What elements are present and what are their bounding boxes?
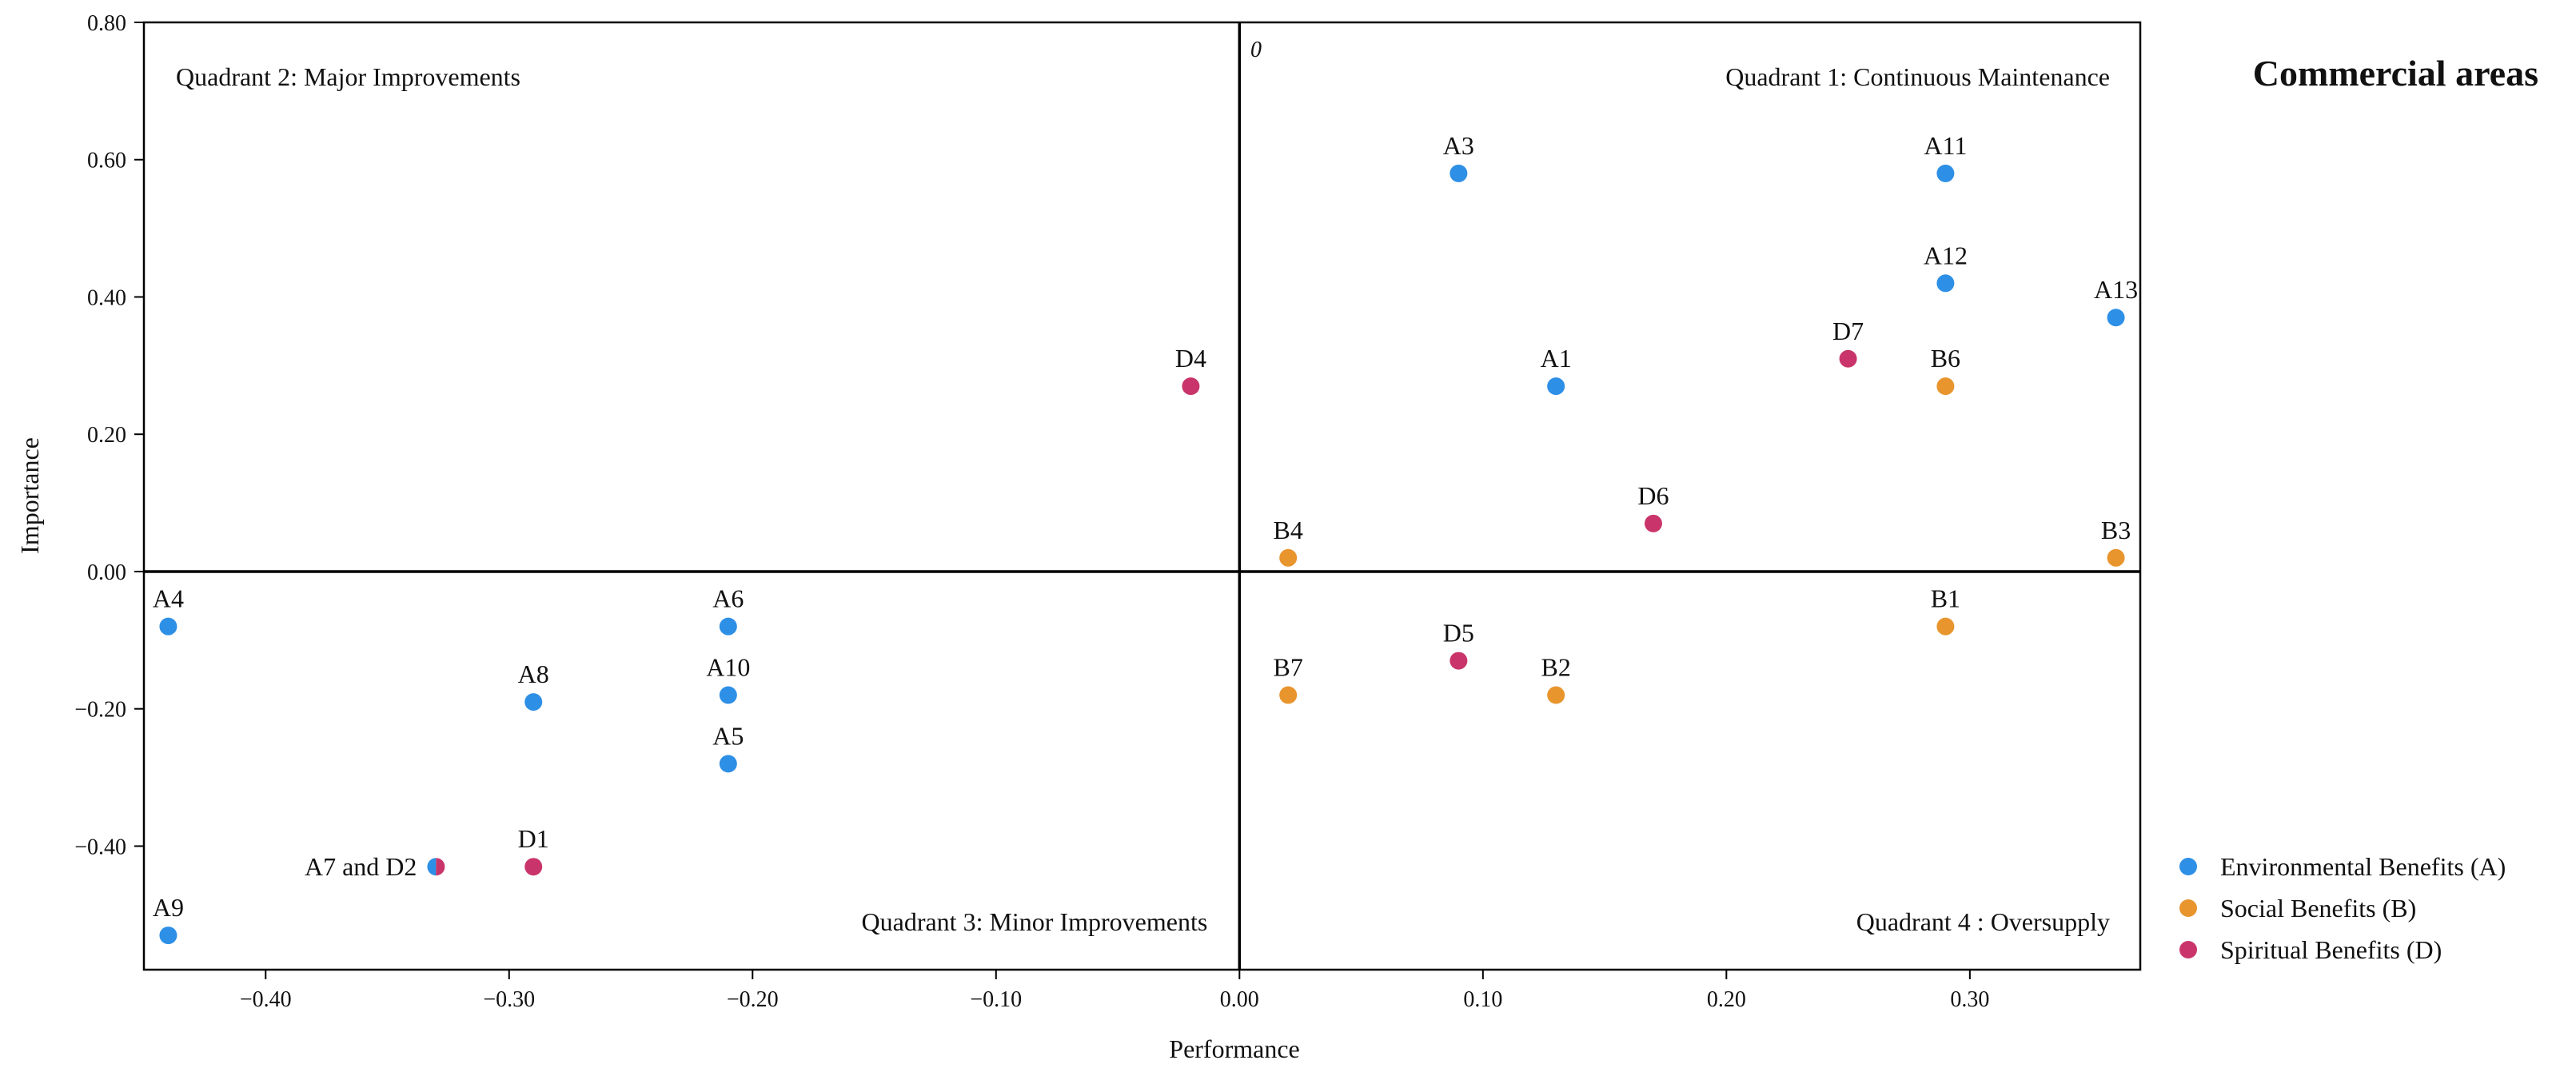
x-tick-label: −0.30	[483, 987, 535, 1012]
point-a1	[1547, 377, 1565, 396]
point-label-a3: A3	[1443, 131, 1474, 160]
point-labels: A1 A3 A4 A5 A6 A8 A9 A10 A11 A12 A13 A7 and D2 B1 B2 B…	[153, 131, 2138, 922]
y-tick-label: 0.40	[87, 285, 126, 310]
x-tick-label: −0.40	[240, 987, 292, 1012]
legend-label-2: Social Benefits (B)	[2220, 894, 2416, 923]
point-label-a13: A13	[2094, 275, 2138, 304]
point-label-a6: A6	[712, 584, 744, 613]
point-label-d7: D7	[1832, 317, 1864, 345]
ticks: −0.40 −0.30 −0.20 −0.10 0.00 0.10 0.20 0.30 0.80…	[74, 11, 1989, 1012]
y-tick-label: 0.80	[87, 11, 126, 36]
x-axis-label: Performance	[1169, 1034, 1299, 1063]
y-axis-label: Importance	[15, 437, 44, 554]
legend: Environmental Benefits (A) Social Benefit…	[2179, 852, 2506, 964]
point-label-a1: A1	[1541, 344, 1572, 373]
y-tick-label: 0.60	[87, 149, 126, 173]
origin-label: 0	[1250, 38, 1262, 62]
point-a4	[159, 617, 177, 636]
legend-marker-1	[2179, 858, 2197, 875]
point-label-b7: B7	[1274, 653, 1303, 682]
point-label-a11: A11	[1924, 131, 1967, 160]
y-tick-label: −0.20	[74, 698, 126, 723]
x-tick-label: 0.20	[1707, 987, 1746, 1012]
quadrant-labels: Quadrant 1: Continuous Maintenance Quadra…	[176, 62, 2110, 936]
point-a5	[719, 755, 737, 773]
legend-label-3: Spiritual Benefits (D)	[2220, 935, 2442, 964]
point-b3	[2107, 548, 2125, 567]
point-a9	[159, 927, 177, 945]
quadrant-label-bottom-left: Quadrant 3: Minor Improvements	[862, 907, 1208, 936]
legend-marker-2	[2179, 899, 2197, 917]
quadrant-label-bottom-right: Quadrant 4 : Oversupply	[1856, 907, 2110, 936]
point-d5	[1449, 652, 1468, 670]
axes	[144, 22, 2140, 970]
point-label-a5: A5	[712, 721, 744, 750]
legend-label-1: Environmental Benefits (A)	[2220, 852, 2506, 881]
x-tick-label: −0.20	[727, 987, 779, 1012]
x-tick-label: 0.00	[1220, 987, 1259, 1012]
point-a13	[2107, 309, 2125, 327]
point-b6	[1936, 377, 1955, 396]
x-tick-label: 0.10	[1463, 987, 1502, 1012]
point-label-a9: A9	[153, 893, 184, 922]
point-b1	[1936, 617, 1955, 636]
plot-area-frame	[142, 21, 2142, 971]
point-label-a7-and-d2: A7 and D2	[305, 852, 417, 881]
data-points	[159, 164, 2125, 945]
point-label-b4: B4	[1274, 516, 1303, 544]
point-b7	[1279, 686, 1298, 704]
point-label-a12: A12	[1924, 241, 1968, 269]
legend-marker-3	[2179, 941, 2197, 958]
point-label-b2: B2	[1541, 653, 1570, 682]
point-d2-half	[436, 858, 445, 876]
point-label-d6: D6	[1637, 481, 1669, 510]
point-b4	[1279, 548, 1298, 567]
point-label-d4: D4	[1175, 344, 1206, 373]
point-d7	[1839, 349, 1857, 368]
chart-title: Commercial areas	[2253, 53, 2538, 94]
point-b2	[1547, 686, 1565, 704]
point-label-b3: B3	[2101, 516, 2131, 544]
point-label-d1: D1	[518, 824, 549, 853]
point-a3	[1449, 164, 1468, 182]
y-tick-label: −0.40	[74, 835, 126, 859]
point-a6	[719, 617, 737, 636]
quadrant-label-top-right: Quadrant 1: Continuous Maintenance	[1725, 62, 2110, 91]
point-label-a4: A4	[153, 584, 184, 613]
point-a12	[1936, 274, 1955, 293]
point-label-d5: D5	[1443, 619, 1474, 648]
point-a7-half	[427, 858, 437, 876]
y-tick-label: 0.20	[87, 423, 126, 448]
x-tick-label: 0.30	[1950, 987, 1989, 1012]
point-d4	[1182, 377, 1200, 396]
point-label-b1: B1	[1931, 584, 1960, 613]
x-tick-label: −0.10	[970, 987, 1022, 1012]
y-tick-label: 0.00	[87, 560, 126, 585]
point-label-b6: B6	[1931, 344, 1960, 373]
point-a10	[719, 686, 737, 704]
point-a8	[524, 693, 543, 711]
point-d1	[524, 858, 543, 876]
point-a11	[1936, 164, 1955, 182]
point-label-a10: A10	[706, 653, 750, 682]
quadrant-label-top-left: Quadrant 2: Major Improvements	[176, 62, 520, 91]
point-label-a8: A8	[518, 660, 549, 688]
point-d6	[1644, 514, 1662, 532]
